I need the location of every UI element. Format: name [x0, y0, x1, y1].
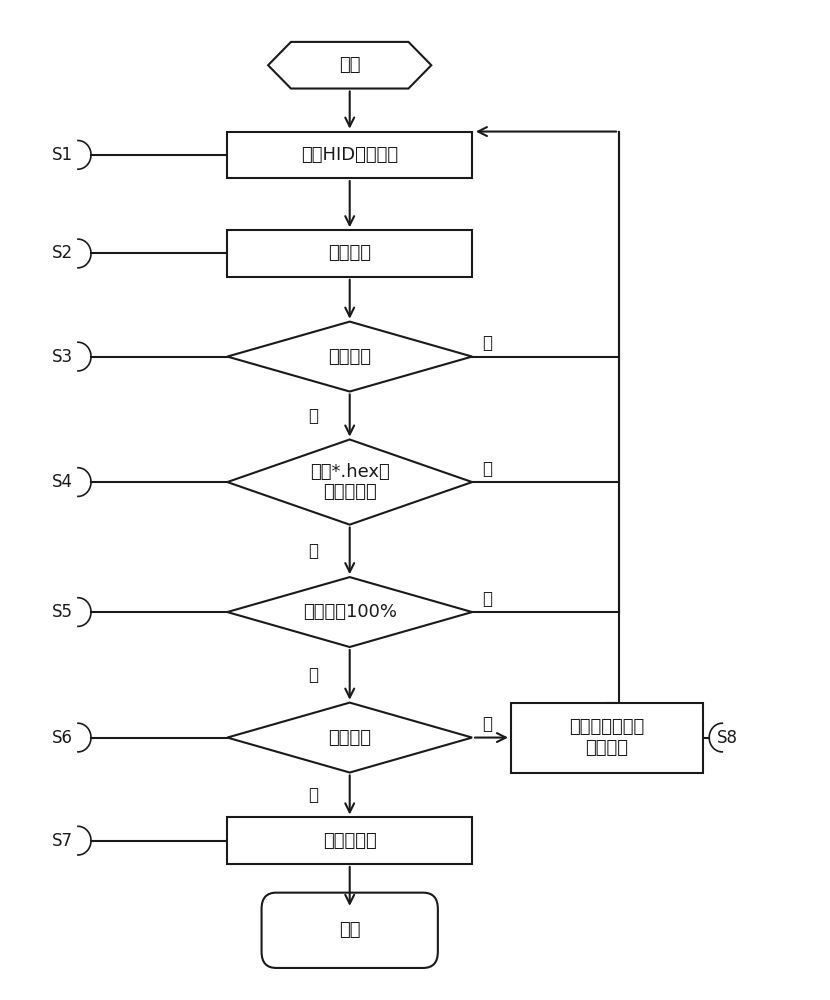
Text: 设备启动: 设备启动 — [328, 244, 371, 262]
Text: 结束: 结束 — [339, 921, 360, 939]
Text: S1: S1 — [51, 146, 73, 164]
FancyBboxPatch shape — [261, 893, 438, 968]
Text: S6: S6 — [51, 729, 73, 747]
Polygon shape — [227, 577, 472, 647]
Text: 开始: 开始 — [339, 56, 360, 74]
Text: 否: 否 — [482, 715, 492, 733]
Polygon shape — [227, 703, 472, 773]
Text: 否: 否 — [482, 590, 492, 608]
Text: S7: S7 — [51, 832, 73, 850]
Text: 否: 否 — [482, 334, 492, 352]
Text: 是: 是 — [308, 666, 318, 684]
Text: 数据验证: 数据验证 — [328, 729, 371, 747]
Polygon shape — [227, 322, 472, 392]
Text: S8: S8 — [717, 729, 739, 747]
Text: 是: 是 — [308, 542, 318, 560]
Text: 形成新固件: 形成新固件 — [323, 832, 377, 850]
Text: 是: 是 — [308, 407, 318, 425]
Text: 否: 否 — [482, 460, 492, 478]
FancyBboxPatch shape — [227, 132, 472, 178]
Text: S2: S2 — [51, 244, 73, 262]
Polygon shape — [227, 439, 472, 525]
Text: 蓝牙HID固件升级: 蓝牙HID固件升级 — [301, 146, 398, 164]
Text: 是: 是 — [308, 786, 318, 804]
Polygon shape — [268, 42, 432, 89]
Text: S5: S5 — [51, 603, 73, 621]
Text: S4: S4 — [51, 473, 73, 491]
Text: 信息获取: 信息获取 — [328, 348, 371, 366]
FancyBboxPatch shape — [227, 230, 472, 277]
Text: 提取*.hex文
件进行升级: 提取*.hex文 件进行升级 — [310, 463, 389, 501]
Text: S3: S3 — [51, 348, 73, 366]
Text: 升级完成100%: 升级完成100% — [303, 603, 397, 621]
FancyBboxPatch shape — [227, 817, 472, 864]
FancyBboxPatch shape — [511, 703, 703, 773]
Text: 返回开始，重新
升级固件: 返回开始，重新 升级固件 — [569, 718, 644, 757]
